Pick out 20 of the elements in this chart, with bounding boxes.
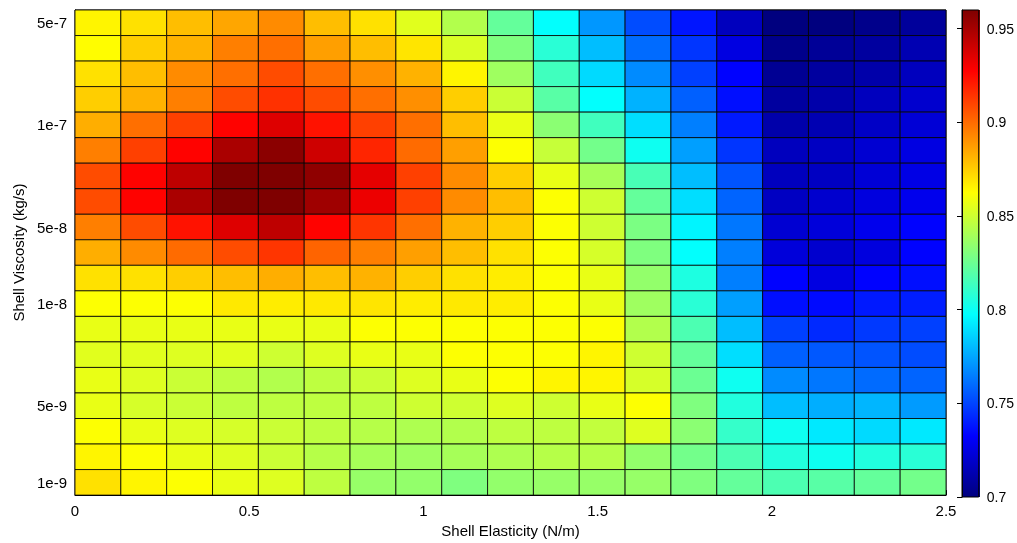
color-bar-label: 0.95 xyxy=(986,20,1015,37)
y-tick-label: 1e-7 xyxy=(36,116,67,134)
x-tick-label: 0 xyxy=(70,502,80,520)
x-tick-label: 1.5 xyxy=(587,502,609,520)
x-axis-title: Shell Elasticity (N/m) xyxy=(441,522,580,539)
color-bar-label: 0.7 xyxy=(986,489,1007,505)
x-tick-label: 2 xyxy=(767,502,776,520)
y-tick-label: 1e-8 xyxy=(36,295,67,313)
x-tick-label: 0.5 xyxy=(238,502,260,520)
y-tick-label: 5e-7 xyxy=(36,14,67,32)
color-bar-label: 0.85 xyxy=(986,208,1015,225)
color-bar-label: 0.8 xyxy=(986,301,1007,318)
color-bar-label: 0.9 xyxy=(986,114,1007,131)
y-axis-title: Shell Viscosity (kg/s) xyxy=(10,183,28,322)
x-tick-label: 1 xyxy=(419,502,428,520)
x-tick-label: 2.5 xyxy=(935,502,957,520)
y-tick-label: 1e-9 xyxy=(36,473,67,491)
y-tick-label: 5e-8 xyxy=(36,218,67,236)
color-bar-label: 0.75 xyxy=(986,395,1015,412)
y-tick-label: 5e-9 xyxy=(36,397,67,415)
